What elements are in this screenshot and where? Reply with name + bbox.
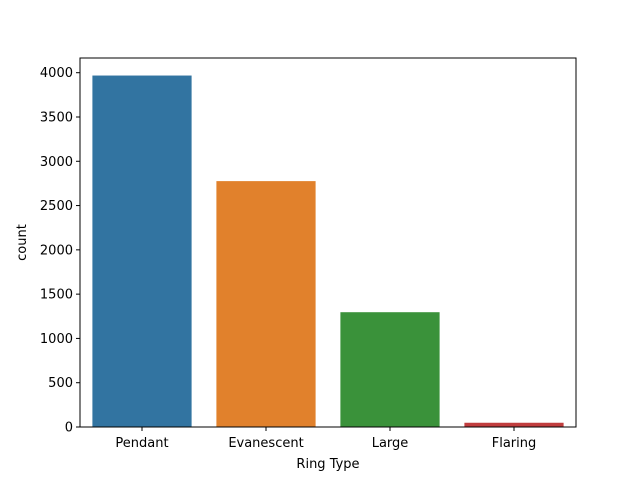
bar-flaring: [464, 422, 564, 427]
bar-large: [340, 312, 440, 427]
bar-evanescent: [216, 181, 316, 427]
bar-pendant: [92, 75, 192, 427]
x-tick-label: Flaring: [492, 436, 537, 451]
y-tick-label: 2500: [40, 199, 73, 214]
x-tick-label: Evanescent: [228, 436, 303, 451]
y-tick-label: 4000: [40, 66, 73, 81]
y-tick-label: 1500: [40, 288, 73, 303]
y-tick-label: 1000: [40, 332, 73, 347]
y-tick-label: 3500: [40, 110, 73, 125]
y-tick-label: 0: [65, 421, 73, 436]
y-axis: 0 500 1000 1500 2000 2500 3000 3500 4000: [40, 66, 80, 436]
x-tick-label: Large: [372, 436, 409, 451]
plot-frame: [79, 57, 577, 428]
y-tick-label: 3000: [40, 155, 73, 170]
y-tick-label: 2000: [40, 243, 73, 258]
y-axis-label: count: [15, 224, 30, 261]
x-axis: Pendant Evanescent Large Flaring: [115, 427, 536, 451]
x-tick-label: Pendant: [115, 436, 168, 451]
x-axis-label: Ring Type: [296, 457, 359, 472]
bars-group: [92, 75, 564, 427]
y-tick-label: 500: [48, 376, 73, 391]
